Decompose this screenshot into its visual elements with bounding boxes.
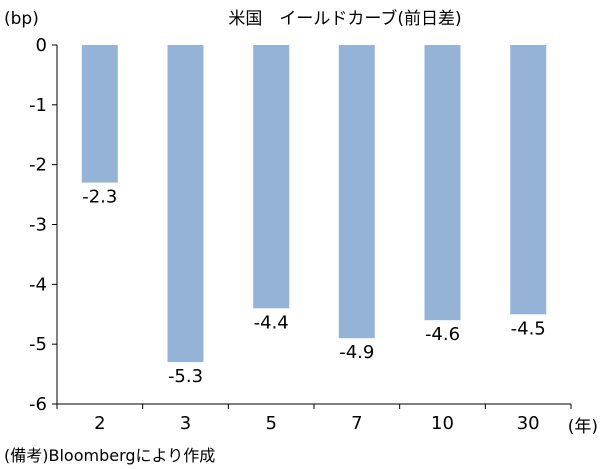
bar-group: [81, 45, 547, 363]
y-tick-label: -3: [29, 215, 47, 236]
data-label-3: -5.3: [168, 366, 203, 387]
x-tick-label-3: 3: [180, 413, 191, 434]
y-tick-label: -4: [29, 274, 47, 295]
footnote: (備考)Bloombergにより作成: [4, 446, 215, 465]
data-labels: -2.3 -5.3 -4.4 -4.9 -4.6 -4.5: [82, 187, 546, 388]
y-axis-unit: (bp): [4, 9, 39, 29]
bar-3: [167, 45, 204, 363]
data-label-2: -2.3: [82, 187, 117, 208]
y-tick-label: -5: [29, 334, 47, 355]
chart-title: 米国 イールドカーブ(前日差): [228, 8, 461, 29]
data-label-7: -4.9: [339, 342, 374, 363]
data-label-30: -4.5: [511, 318, 546, 339]
bar-10: [424, 45, 461, 321]
bar-30: [510, 45, 547, 315]
x-tick-label-2: 2: [94, 413, 105, 434]
data-label-5: -4.4: [254, 312, 289, 333]
x-tick-labels: 2 3 5 7 10 30: [94, 413, 540, 434]
x-tick-label-5: 5: [265, 413, 276, 434]
bar-2: [81, 45, 118, 183]
x-tick-label-10: 10: [431, 413, 454, 434]
axes: [52, 44, 572, 409]
y-tick-label: 0: [36, 35, 47, 56]
data-label-10: -4.6: [425, 324, 460, 345]
x-tick-label-30: 30: [517, 413, 540, 434]
y-tick-label: -2: [29, 155, 47, 176]
x-tick-label-7: 7: [351, 413, 362, 434]
y-tick-label: -6: [29, 394, 47, 415]
y-tick-labels: 0 -1 -2 -3 -4 -5 -6: [29, 35, 47, 415]
bar-5: [253, 45, 290, 309]
y-tick-label: -1: [29, 95, 47, 116]
x-axis-unit: (年): [568, 417, 598, 437]
bar-7: [338, 45, 375, 339]
